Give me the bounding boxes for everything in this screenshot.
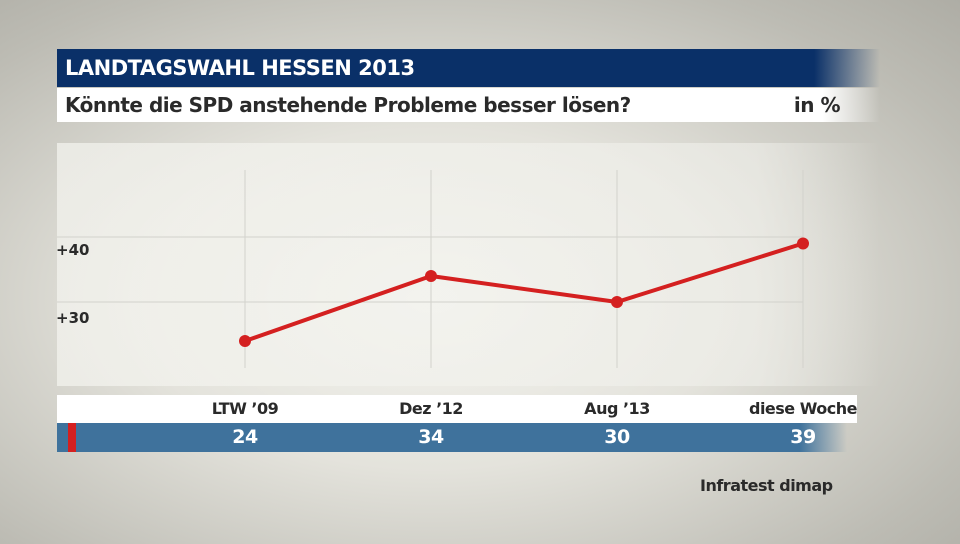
value-label: 39 [790,426,816,448]
question-bar: Könnte die SPD anstehende Probleme besse… [57,88,880,122]
chart-header: LANDTAGSWAHL HESSEN 2013 [57,49,880,87]
category-label: Dez ’12 [399,399,463,418]
category-label: LTW ’09 [211,399,279,418]
question-text: Könnte die SPD anstehende Probleme besse… [65,93,631,117]
data-point [239,335,251,347]
series-line [244,241,804,343]
category-row: LTW ’09 Dez ’12 Aug ’13 diese Woche [57,395,858,423]
header-title: LANDTAGSWAHL HESSEN 2013 [65,56,415,80]
value-label: 24 [232,426,258,448]
source-label: Infratest dimap [700,476,833,495]
category-label: Aug ’13 [584,399,650,418]
series-color-marker [68,423,76,452]
y-tick-label: +40 [56,241,90,259]
data-point [797,237,809,250]
unit-label: in % [793,93,841,117]
value-row: 24 34 30 39 [57,423,847,452]
data-point [611,296,623,308]
value-label: 30 [604,426,630,448]
y-tick-label: +30 [56,309,90,327]
data-point [425,270,437,282]
value-label: 34 [418,426,444,448]
category-label: diese Woche [748,399,858,418]
